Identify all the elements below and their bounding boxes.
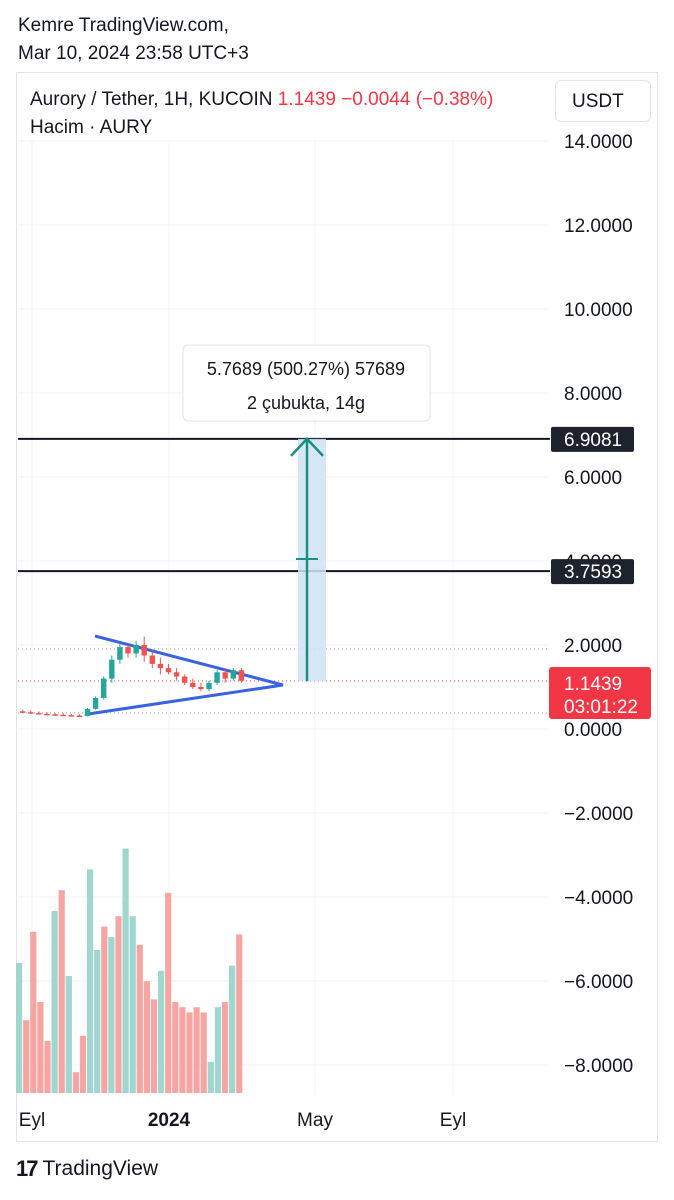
chart-frame[interactable]	[16, 72, 658, 1142]
chart-legend: Aurory / Tether, 1H, KUCOIN 1.1439 −0.00…	[30, 86, 493, 142]
volume-legend[interactable]: Hacim · AURY	[30, 117, 153, 138]
date-line: Mar 10, 2024 23:58 UTC+3	[18, 43, 249, 64]
footer: 17 TradingView	[16, 1156, 158, 1182]
author-line: Kemre TradingView.com,	[18, 15, 229, 36]
tradingview-logo-icon: 17	[16, 1156, 39, 1181]
brand-name: TradingView	[42, 1157, 159, 1180]
snapshot-header: Kemre TradingView.com, Mar 10, 2024 23:5…	[18, 12, 249, 68]
price-change: −0.0044 (−0.38%)	[341, 89, 494, 110]
symbol-label[interactable]: Aurory / Tether, 1H, KUCOIN	[30, 89, 273, 110]
currency-selector[interactable]: USDT	[555, 80, 651, 122]
last-price: 1.1439	[277, 89, 336, 110]
